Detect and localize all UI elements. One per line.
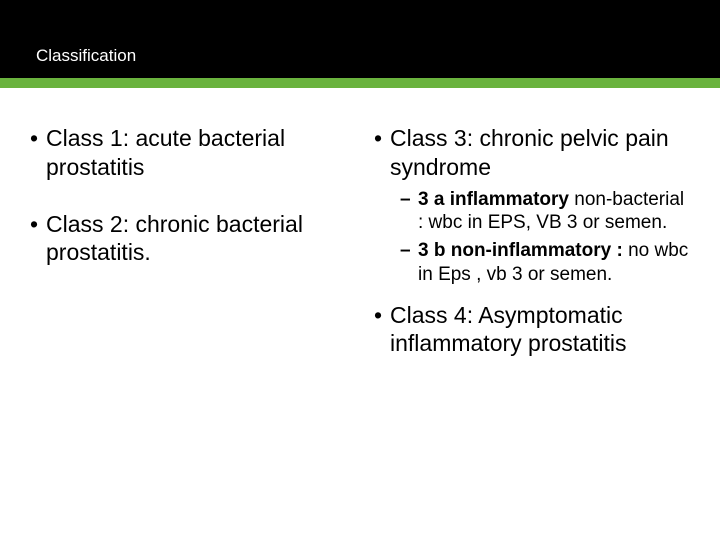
left-column: • Class 1: acute bacterial prostatitis •… xyxy=(28,124,348,386)
title-box: Classification xyxy=(0,0,720,78)
sub-list: – 3 a inflammatory non-bacterial : wbc i… xyxy=(372,188,692,287)
bullet-text: Class 4: Asymptomatic inflammatory prost… xyxy=(390,301,692,359)
sub-bold: 3 a inflammatory xyxy=(418,189,569,210)
list-item: • Class 3: chronic pelvic pain syndrome xyxy=(372,124,692,182)
bullet-text: Class 3: chronic pelvic pain syndrome xyxy=(390,124,692,182)
bullet-dot-icon: • xyxy=(372,301,390,330)
slide-header: Classification xyxy=(0,0,720,88)
bullet-dot-icon: • xyxy=(372,124,390,153)
bullet-text: 3 a inflammatory non-bacterial : wbc in … xyxy=(418,188,692,236)
list-item: • Class 1: acute bacterial prostatitis xyxy=(28,124,348,182)
bullet-text: 3 b non-inflammatory : no wbc in Eps , v… xyxy=(418,239,692,287)
slide-body: • Class 1: acute bacterial prostatitis •… xyxy=(0,88,720,386)
bullet-text: Class 1: acute bacterial prostatitis xyxy=(46,124,348,182)
bullet-text: Class 2: chronic bacterial prostatitis. xyxy=(46,210,348,268)
right-column: • Class 3: chronic pelvic pain syndrome … xyxy=(372,124,692,386)
list-item: – 3 a inflammatory non-bacterial : wbc i… xyxy=(372,188,692,236)
list-item: • Class 2: chronic bacterial prostatitis… xyxy=(28,210,348,268)
bullet-dash-icon: – xyxy=(400,239,418,263)
accent-bar xyxy=(0,78,720,88)
list-item: • Class 4: Asymptomatic inflammatory pro… xyxy=(372,301,692,359)
bullet-dash-icon: – xyxy=(400,188,418,212)
list-item: – 3 b non-inflammatory : no wbc in Eps ,… xyxy=(372,239,692,287)
slide-title: Classification xyxy=(36,46,136,66)
sub-bold: 3 b non-inflammatory : xyxy=(418,240,623,261)
bullet-dot-icon: • xyxy=(28,210,46,239)
bullet-dot-icon: • xyxy=(28,124,46,153)
